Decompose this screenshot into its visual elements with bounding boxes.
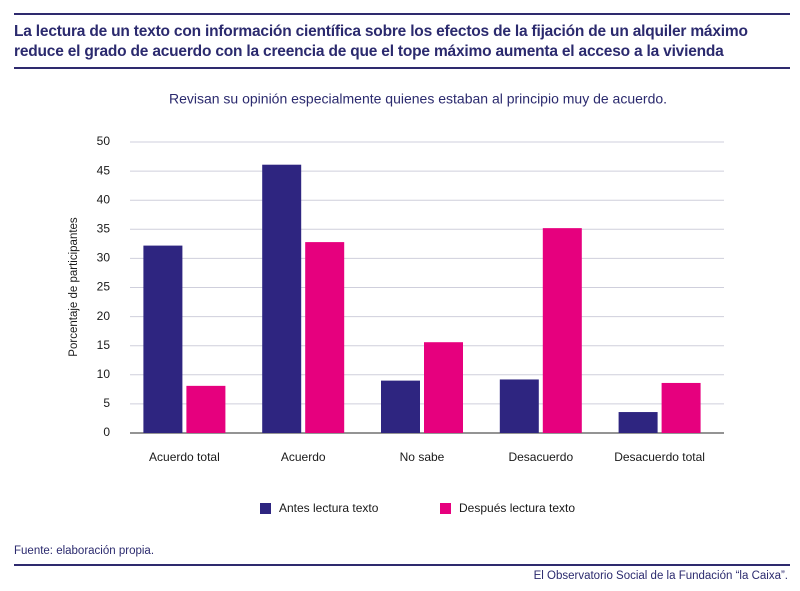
legend-label: Antes lectura texto	[279, 501, 379, 515]
y-tick-label: 45	[97, 163, 111, 177]
chart-title: La lectura de un texto con información c…	[14, 23, 748, 60]
y-tick-label: 5	[103, 396, 110, 410]
credit: El Observatorio Social de la Fundación “…	[533, 570, 788, 582]
bar	[381, 380, 420, 433]
y-tick-label: 25	[97, 280, 111, 294]
bar	[499, 379, 539, 433]
y-tick-label: 20	[97, 309, 111, 323]
legend-label: Después lectura texto	[459, 501, 575, 515]
x-tick-label: Desacuerdo	[508, 450, 573, 464]
bar	[262, 164, 302, 433]
x-tick-label: Desacuerdo total	[614, 450, 705, 464]
y-tick-label: 40	[97, 192, 111, 206]
y-tick-label: 15	[97, 338, 111, 352]
y-axis-label: Porcentaje de participantes	[68, 217, 80, 357]
bar	[542, 228, 582, 433]
top-rule	[14, 13, 790, 15]
bar	[618, 412, 658, 433]
y-tick-label: 10	[97, 367, 111, 381]
x-tick-label: No sabe	[400, 450, 445, 464]
y-tick-label: 0	[103, 425, 110, 439]
bar	[305, 242, 345, 433]
legend-swatch	[440, 503, 451, 514]
bar	[424, 342, 463, 433]
bar	[186, 385, 226, 433]
bar	[661, 382, 701, 433]
y-tick-label: 35	[97, 221, 111, 235]
chart-subtitle: Revisan su opinión especialmente quienes…	[169, 91, 667, 107]
bar	[143, 245, 183, 433]
y-tick-label: 50	[97, 134, 111, 148]
y-tick-label: 30	[97, 251, 111, 265]
legend-swatch	[260, 503, 271, 514]
source-note: Fuente: elaboración propia.	[14, 545, 155, 557]
footer-rule	[14, 564, 790, 566]
x-tick-label: Acuerdo	[281, 450, 326, 464]
title-rule	[14, 67, 790, 69]
x-tick-label: Acuerdo total	[149, 450, 220, 464]
